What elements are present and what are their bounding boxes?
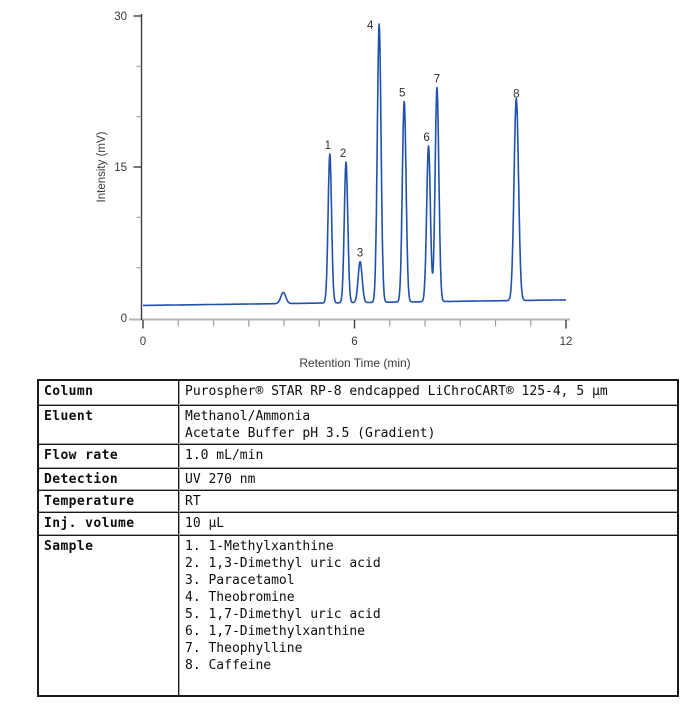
cell-line: 4. Theobromine [185,590,295,605]
row-value: UV 270 nm [179,468,677,490]
cell-line: 1.0 mL/min [185,448,264,463]
chromatogram-trace [142,23,567,307]
conditions-table: Column Purospher® STAR RP-8 endcapped Li… [37,379,679,697]
peak-label: 7 [434,73,440,85]
cell-line: RT [185,494,201,509]
y-tick-label: 15 [114,162,127,174]
row-label: Temperature [39,490,179,512]
cell-line: UV 270 nm [185,472,256,487]
row-value: 10 μL [179,512,677,535]
cell-line: 6. 1,7-Dimethylxanthine [185,624,366,639]
cell-line: 10 μL [185,516,225,531]
cell-line: 1. 1-Methylxanthine [185,539,334,554]
chromatogram-figure: 0 15 30 0 6 12 1 2 3 4 5 6 7 8 Intensity (mV) Retenti… [96,11,573,370]
y-tick-label: 0 [121,313,127,325]
cell-line: Methanol/Ammonia [185,409,311,424]
row-value: Purospher® STAR RP-8 endcapped LiChroCAR… [179,381,677,405]
cell-line: Acetate Buffer pH 3.5 (Gradient) [185,426,436,441]
cell-line: 2. 1,3-Dimethyl uric acid [185,556,381,571]
row-value: Methanol/Ammonia Acetate Buffer pH 3.5 (G… [179,405,677,444]
x-axis-title: Retention Time (min) [299,356,411,370]
cell-line: 7. Theophylline [185,641,303,656]
table-row-sample: Sample 1. 1-Methylxanthine 2. 1,3-Dimethy… [39,535,677,695]
peak-label: 8 [513,89,519,101]
cell-line: 8. Caffeine [185,658,272,673]
row-label: Flow rate [39,444,179,468]
x-tick-label: 0 [140,336,146,348]
row-value: RT [179,490,677,512]
row-value: 1.0 mL/min [179,444,677,468]
cell-line: 3. Paracetamol [185,573,295,588]
row-label: Eluent [39,405,179,444]
row-value: 1. 1-Methylxanthine 2. 1,3-Dimethyl uric … [179,535,677,695]
peak-label: 1 [325,140,331,152]
table-row-column: Column Purospher® STAR RP-8 endcapped Li… [39,381,677,405]
peak-label: 4 [367,20,374,32]
table-row-eluent: Eluent Methanol/Ammonia Acetate Buffer pH… [39,405,677,444]
peak-label: 6 [423,132,429,144]
row-label: Column [39,381,179,405]
cell-line: Purospher® STAR RP-8 endcapped LiChroCAR… [185,384,608,399]
table-row-temperature: Temperature RT [39,490,677,512]
row-label: Detection [39,468,179,490]
x-tick-label: 6 [351,336,357,348]
peak-label: 3 [357,248,363,260]
chromatogram-plot: 0 15 30 0 6 12 12 3 4 5 6 7 8 [114,11,573,348]
peak-label: 5 [399,88,405,100]
cell-line: 5. 1,7-Dimethyl uric acid [185,607,381,622]
x-tick-label: 12 [560,336,573,348]
table-row-detection: Detection UV 270 nm [39,468,677,490]
y-tick-label: 30 [114,11,127,23]
y-axis-title: Intensity (mV) [96,131,108,203]
table-row-flow-rate: Flow rate 1.0 mL/min [39,444,677,468]
peak-label: 2 [340,148,346,160]
row-label: Sample [39,535,179,695]
row-label: Inj. volume [39,512,179,535]
table-row-inj-volume: Inj. volume 10 μL [39,512,677,535]
